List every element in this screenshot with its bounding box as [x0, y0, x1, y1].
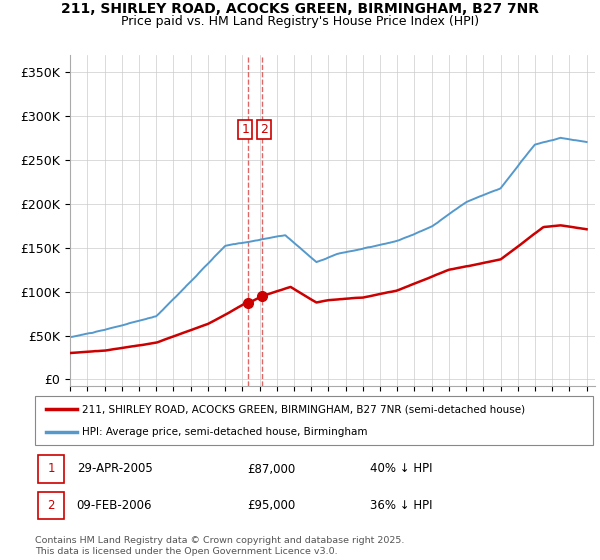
Text: 2: 2	[47, 499, 55, 512]
Text: Price paid vs. HM Land Registry's House Price Index (HPI): Price paid vs. HM Land Registry's House …	[121, 15, 479, 27]
FancyBboxPatch shape	[35, 396, 593, 445]
Text: 29-APR-2005: 29-APR-2005	[77, 463, 152, 475]
Text: 2: 2	[260, 123, 268, 136]
Text: £87,000: £87,000	[247, 463, 295, 475]
Text: 211, SHIRLEY ROAD, ACOCKS GREEN, BIRMINGHAM, B27 7NR (semi-detached house): 211, SHIRLEY ROAD, ACOCKS GREEN, BIRMING…	[82, 404, 526, 414]
Text: £95,000: £95,000	[247, 499, 295, 512]
FancyBboxPatch shape	[38, 455, 64, 483]
Text: HPI: Average price, semi-detached house, Birmingham: HPI: Average price, semi-detached house,…	[82, 427, 368, 437]
Text: 1: 1	[47, 463, 55, 475]
Text: 1: 1	[241, 123, 250, 136]
Text: 36% ↓ HPI: 36% ↓ HPI	[370, 499, 432, 512]
Text: Contains HM Land Registry data © Crown copyright and database right 2025.
This d: Contains HM Land Registry data © Crown c…	[35, 536, 404, 556]
Text: 09-FEB-2006: 09-FEB-2006	[77, 499, 152, 512]
FancyBboxPatch shape	[38, 492, 64, 519]
Text: 40% ↓ HPI: 40% ↓ HPI	[370, 463, 432, 475]
Text: 211, SHIRLEY ROAD, ACOCKS GREEN, BIRMINGHAM, B27 7NR: 211, SHIRLEY ROAD, ACOCKS GREEN, BIRMING…	[61, 2, 539, 16]
